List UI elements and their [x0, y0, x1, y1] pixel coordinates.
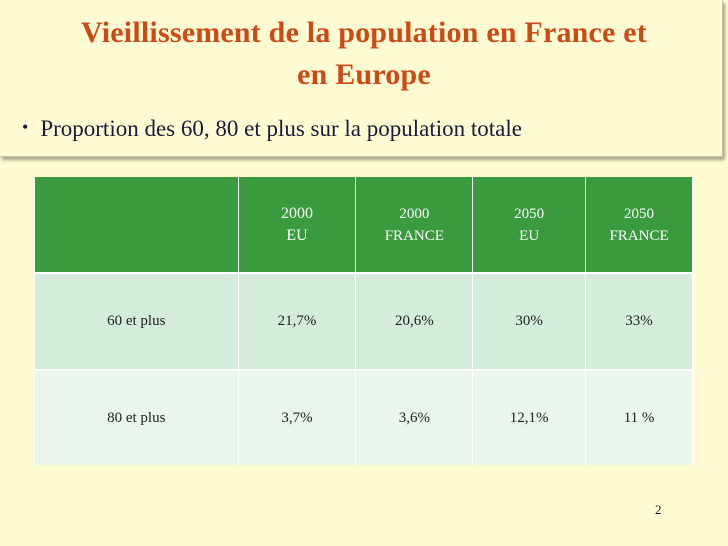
page-number: 2	[655, 502, 662, 517]
header-region: EU	[519, 227, 540, 244]
table-cell: 12,1%	[472, 370, 587, 465]
header-cell-2000-france: 2000 FRANCE	[355, 177, 474, 274]
table-row: 60 et plus 21,7% 20,6% 30% 33%	[34, 273, 693, 371]
slide-title: Vieillissement de la population en Franc…	[14, 12, 714, 96]
table-cell: 21,7%	[237, 273, 357, 371]
table-cell: 20,6%	[355, 273, 474, 371]
header-region: FRANCE	[384, 227, 444, 244]
table-cell: 3,6%	[355, 370, 474, 465]
header-cell-2050-eu: 2050 EU	[472, 177, 587, 274]
title-panel: Vieillissement de la population en Franc…	[0, 0, 723, 157]
row-label: 80 et plus	[34, 370, 239, 465]
header-year: 2050	[514, 205, 545, 222]
bullet-text: Proportion des 60, 80 et plus sur la pop…	[40, 116, 522, 141]
row-label: 60 et plus	[34, 273, 239, 371]
header-year: 2050	[624, 205, 655, 222]
slide-title-line-1: Vieillissement de la population en Franc…	[81, 16, 647, 49]
header-year: 2000	[399, 205, 430, 222]
header-region: EU	[286, 226, 308, 244]
table-cell: 3,7%	[237, 370, 357, 465]
header-cell-empty	[34, 177, 239, 274]
bullet-icon: •	[22, 117, 29, 137]
header-cell-2000-eu: 2000 EU	[237, 177, 357, 274]
header-region: FRANCE	[609, 227, 669, 244]
header-cell-2050-france: 2050 FRANCE	[585, 177, 693, 274]
table-cell: 30%	[472, 273, 587, 371]
slide-title-line-2: en Europe	[297, 58, 431, 91]
table-header-row: 2000 EU 2000 FRANCE 2050 EU 2050 FRANCE	[34, 177, 693, 274]
header-year: 2000	[280, 204, 313, 222]
population-table: 2000 EU 2000 FRANCE 2050 EU 2050 FRANCE …	[34, 177, 693, 465]
bullet-item: • Proportion des 60, 80 et plus sur la po…	[22, 116, 522, 142]
table-row: 80 et plus 3,7% 3,6% 12,1% 11 %	[34, 370, 693, 465]
table-cell: 33%	[585, 273, 693, 371]
table-cell: 11 %	[585, 370, 693, 465]
